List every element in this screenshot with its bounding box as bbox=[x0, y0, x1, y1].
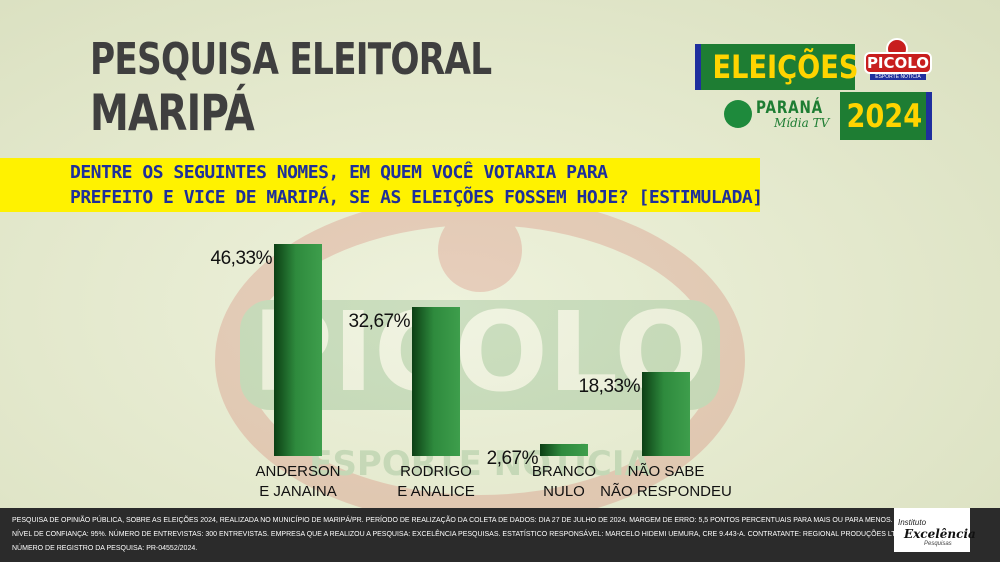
footer-line2: NÍVEL DE CONFIANÇA: 95%. NÚMERO DE ENTRE… bbox=[12, 531, 908, 538]
category-label-3: BRANCO NULO bbox=[531, 463, 597, 500]
footer-text: PESQUISA DE OPINIÃO PÚBLICA, SOBRE AS EL… bbox=[12, 514, 908, 556]
logo-line3: Pesquisas bbox=[924, 541, 952, 547]
eleicoes-badge: ELEIÇÕES bbox=[695, 44, 859, 90]
picolo-logo-sub: ESPORTE NOTÍCIA bbox=[870, 74, 926, 80]
title-line2: MARIPÁ bbox=[90, 84, 255, 142]
watermark-sub: ESPORTE NOTÍCIA bbox=[309, 443, 651, 484]
bar-1 bbox=[274, 244, 322, 456]
picolo-logo-word: PICOLO bbox=[864, 52, 932, 74]
year-badge: 2024 bbox=[840, 92, 932, 140]
value-label-4: 18,33% bbox=[578, 376, 641, 398]
category-label-1: ANDERSON E JANAINA bbox=[255, 463, 341, 500]
category-label-2: RODRIGO E ANALICE bbox=[397, 463, 475, 500]
category-label-4: NÃO SABE NÃO RESPONDEU bbox=[600, 463, 732, 500]
question-line1: DENTRE OS SEGUINTES NOMES, EM QUEM VOCÊ … bbox=[70, 162, 608, 183]
question-line2: PREFEITO E VICE DE MARIPÁ, SE AS ELEIÇÕE… bbox=[70, 187, 763, 208]
value-label-2: 32,67% bbox=[348, 310, 411, 332]
logo-line2: Excelência bbox=[904, 527, 976, 541]
title-line1: PESQUISA ELEITORAL bbox=[90, 34, 492, 85]
value-label-1: 46,33% bbox=[210, 248, 273, 269]
watermark-word: PICOLO bbox=[252, 288, 707, 416]
bar-4 bbox=[642, 372, 690, 456]
eleicoes-label: ELEIÇÕES bbox=[712, 48, 859, 86]
parana-logo-name: PARANÁ bbox=[756, 98, 823, 118]
question-highlight bbox=[0, 158, 760, 212]
picolo-logo: PICOLO ESPORTE NOTÍCIA bbox=[864, 38, 932, 82]
bar-2 bbox=[412, 306, 460, 456]
excelencia-pesquisas-logo: Instituto Excelência Pesquisas bbox=[894, 508, 976, 552]
picolo-watermark: PICOLO ESPORTE NOTÍCIA bbox=[215, 195, 745, 520]
footer bbox=[0, 508, 1000, 562]
bar-3 bbox=[540, 443, 588, 456]
footer-line1: PESQUISA DE OPINIÃO PÚBLICA, SOBRE AS EL… bbox=[12, 517, 893, 524]
value-label-3: 2,67% bbox=[486, 447, 539, 469]
parana-midia-logo: PARANÁ Mídia TV bbox=[724, 96, 836, 136]
camera-shutter-icon bbox=[724, 100, 752, 128]
footer-line3: NÚMERO DE REGISTRO DA PESQUISA: PR-04552… bbox=[12, 545, 198, 552]
parana-logo-sub: Mídia TV bbox=[774, 116, 830, 130]
logo-line1: Instituto bbox=[898, 518, 927, 527]
question-text: DENTRE OS SEGUINTES NOMES, EM QUEM VOCÊ … bbox=[70, 160, 770, 210]
year-label: 2024 bbox=[846, 97, 923, 135]
